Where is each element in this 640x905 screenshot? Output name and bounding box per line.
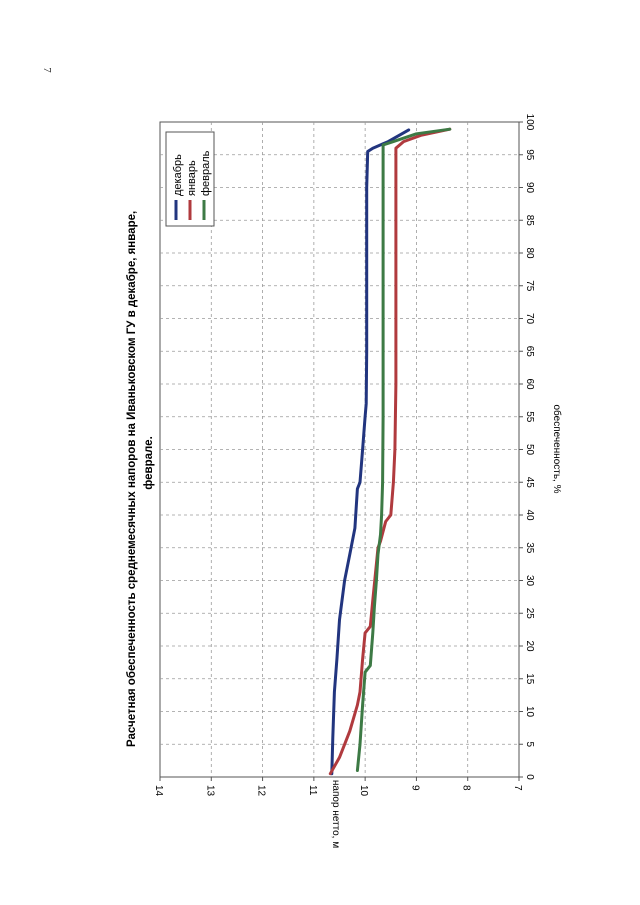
y-tick-label: 9 xyxy=(409,785,420,791)
x-tick-label: 15 xyxy=(524,673,535,685)
x-tick-label: 95 xyxy=(524,149,535,161)
x-tick-label: 30 xyxy=(524,575,535,587)
legend: декабрь январь февраль xyxy=(165,131,215,227)
chart-title-line-1: Расчетная обеспеченность среднемесячных … xyxy=(126,211,138,747)
y-tick-label: 7 xyxy=(512,785,523,791)
x-tick-label: 50 xyxy=(524,444,535,456)
y-tick-label: 12 xyxy=(256,785,267,797)
data-series xyxy=(328,127,452,776)
grid-lines xyxy=(160,122,519,777)
y-tick-label: 11 xyxy=(307,785,318,796)
series-line-february xyxy=(355,127,452,772)
chart-title-line-2: феврале. xyxy=(143,436,155,490)
legend-label-february: февраль xyxy=(200,150,212,196)
plot-area-frame xyxy=(159,121,520,778)
x-tick-label: 60 xyxy=(524,378,535,390)
x-tick-label: 35 xyxy=(524,542,535,554)
x-tick-label: 85 xyxy=(524,215,535,227)
x-tick-label: 20 xyxy=(524,640,535,652)
x-tick-label: 80 xyxy=(524,247,535,259)
x-tick-label: 55 xyxy=(524,411,535,423)
x-tick-label: 100 xyxy=(524,114,535,131)
x-tick-label: 90 xyxy=(524,182,535,194)
x-tick-label: 70 xyxy=(524,313,535,325)
y-tick-label: 14 xyxy=(153,785,164,797)
x-tick-label: 10 xyxy=(524,706,535,718)
x-tick-label: 75 xyxy=(524,280,535,292)
x-tick-label: 5 xyxy=(524,741,535,747)
y-axis-title: напор нетто, м xyxy=(330,780,341,848)
y-tick-label: 10 xyxy=(358,785,369,797)
x-tick-label: 25 xyxy=(524,608,535,620)
x-tick-label: 65 xyxy=(524,346,535,358)
series-line-december xyxy=(330,128,411,776)
legend-label-december: декабрь xyxy=(172,154,184,196)
axis-ticks: 0 5 10 15 20 25 30 35 40 45 50 55 60 65 70 75 80 85 90 95 10… xyxy=(153,114,535,797)
x-tick-label: 0 xyxy=(524,774,535,780)
x-tick-label: 45 xyxy=(524,477,535,489)
x-tick-label: 40 xyxy=(524,509,535,521)
y-tick-label: 8 xyxy=(461,785,472,791)
x-axis-title: обеспеченность, % xyxy=(551,405,563,494)
y-tick-label: 13 xyxy=(204,785,215,797)
legend-label-january: январь xyxy=(186,160,198,196)
